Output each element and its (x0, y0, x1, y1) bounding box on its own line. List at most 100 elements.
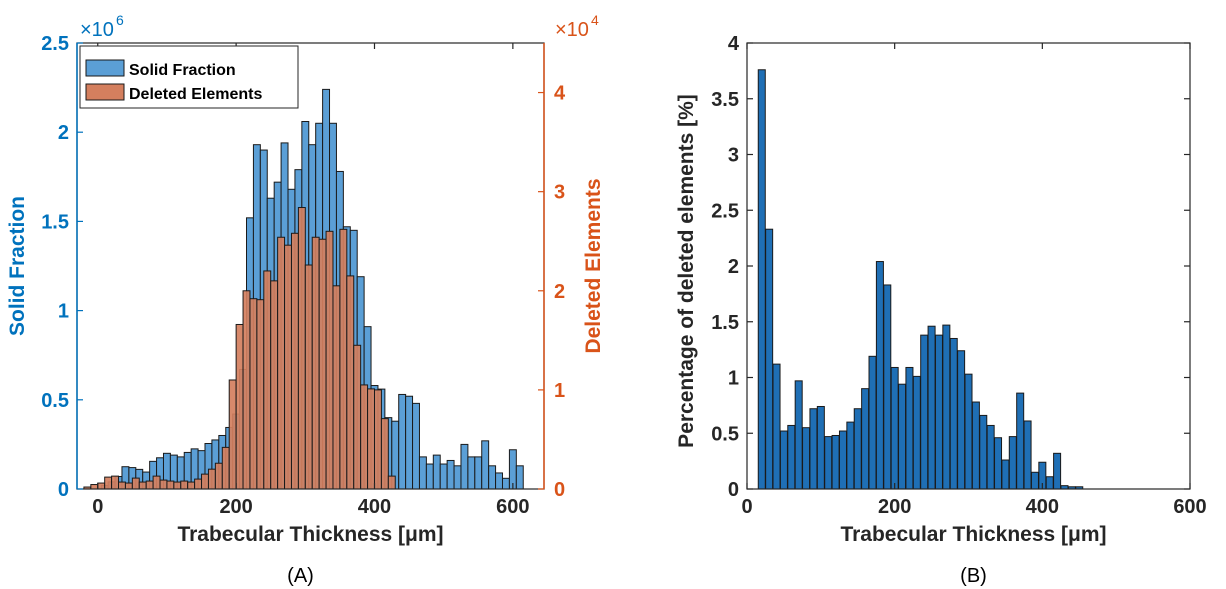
deleted-elements-bar (221, 446, 230, 490)
deleted-percentage-bar (927, 325, 936, 490)
panel-a-label: (A) (287, 565, 314, 587)
deleted-elements-bar (180, 480, 189, 490)
y-tick-label: 2.5 (711, 200, 739, 222)
x-tick-label: 600 (496, 496, 529, 518)
deleted-elements-bar (97, 482, 106, 490)
deleted-percentage-bar (816, 405, 825, 490)
deleted-elements-bar (173, 481, 182, 490)
deleted-percentage-bar (772, 363, 781, 490)
deleted-elements-bar (297, 207, 306, 490)
right-multiplier-exponent: 4 (591, 12, 599, 28)
solid-fraction-bar (405, 395, 414, 490)
solid-fraction-bar (460, 443, 469, 490)
deleted-percentage-bar (994, 437, 1003, 490)
deleted-elements-bar (318, 238, 327, 490)
y-tick-label: 0 (728, 479, 739, 501)
right-y-tick-label: 0 (554, 479, 565, 501)
solid-fraction-bar (453, 465, 462, 490)
legend-label-solid-fraction: Solid Fraction (129, 62, 236, 79)
deleted-percentage-bar (861, 388, 870, 490)
deleted-elements-bar (90, 484, 99, 490)
deleted-percentage-bar (912, 375, 921, 490)
solid-fraction-bar (439, 463, 448, 490)
y-tick-label: 0.5 (711, 423, 739, 445)
deleted-elements-bar (270, 280, 279, 490)
x-tick-label: 200 (878, 496, 911, 518)
solid-fraction-bar (418, 456, 427, 490)
solid-fraction-bar (488, 465, 497, 490)
deleted-percentage-bar (949, 337, 958, 490)
deleted-percentage-bar (986, 424, 995, 490)
x-tick-label: 400 (358, 496, 391, 518)
y-axis-label: Percentage of deleted elements [%] (675, 94, 698, 448)
deleted-percentage-bar (765, 228, 774, 490)
deleted-elements-bar (256, 299, 265, 490)
deleted-elements-bar (214, 462, 223, 490)
deleted-elements-bar (332, 285, 341, 490)
solid-fraction-bar (446, 459, 455, 490)
deleted-percentage-bar (920, 334, 929, 490)
solid-fraction-bar (481, 440, 490, 490)
deleted-percentage-bar (875, 261, 884, 490)
deleted-elements-bar (304, 264, 313, 490)
deleted-elements-bar (263, 270, 272, 490)
deleted-percentage-bar (809, 408, 818, 490)
deleted-percentage-bar (964, 373, 973, 490)
panel-b-label: (B) (960, 565, 987, 587)
solid-fraction-bar (425, 463, 434, 490)
left-multiplier-text: ×10 (80, 19, 114, 41)
deleted-percentage-bar (934, 334, 943, 490)
panel-b-chart: 0 200 400 600 0 0.5 1 1.5 2 2.5 3 3.5 4 Trabecular Th… (675, 33, 1207, 587)
deleted-elements-bar (290, 232, 299, 490)
left-axis-multiplier: ×10 6 (80, 12, 124, 41)
legend-swatch-solid-fraction (85, 59, 125, 77)
deleted-percentage-bar (838, 430, 847, 490)
deleted-percentage-bar (831, 434, 840, 490)
solid-fraction-bar (412, 402, 420, 490)
left-y-tick-label: 1.5 (41, 211, 69, 233)
left-y-tick-label: 2.5 (41, 33, 69, 55)
deleted-elements-bar (207, 468, 216, 490)
deleted-percentage-bar (802, 427, 811, 490)
x-tick-label: 0 (92, 496, 103, 518)
right-axis-multiplier: ×10 4 (555, 12, 599, 41)
deleted-elements-bar (346, 275, 355, 490)
deleted-elements-bar (249, 298, 258, 490)
deleted-percentage-bar (787, 424, 796, 490)
deleted-percentage-bar (1016, 392, 1025, 490)
deleted-percentage-bar (757, 69, 766, 490)
deleted-percentage-bar (794, 380, 803, 490)
x-axis-label: Trabecular Thickness [μm] (177, 523, 443, 546)
deleted-elements-bar (111, 475, 120, 490)
deleted-elements-bar (325, 230, 334, 490)
deleted-percentage-bar (905, 366, 914, 490)
deleted-elements-bar (360, 384, 369, 490)
deleted-percentage-bar (1023, 420, 1032, 490)
deleted-elements-bar (353, 344, 362, 490)
solid-fraction-bar (467, 456, 476, 490)
left-y-axis-label: Solid Fraction (6, 196, 29, 336)
solid-fraction-bar (474, 456, 483, 490)
deleted-percentage-bar (846, 421, 855, 490)
deleted-percentage-bar (1053, 452, 1062, 490)
deleted-percentage-bar (1045, 476, 1054, 490)
deleted-elements-bar (194, 478, 203, 490)
left-y-tick-label: 1 (58, 301, 69, 323)
deleted-elements-bar (159, 479, 168, 490)
left-y-tick-label: 2 (58, 122, 69, 144)
deleted-percentage-bar (779, 430, 788, 490)
deleted-elements-bar (166, 480, 175, 490)
deleted-percentage-bar (853, 408, 862, 490)
deleted-elements-bar (311, 236, 320, 490)
deleted-elements-bar (152, 475, 161, 490)
deleted-elements-bar (228, 379, 237, 490)
x-axis-label: Trabecular Thickness [μm] (840, 523, 1106, 546)
solid-fraction-bar (495, 472, 503, 490)
left-multiplier-exponent: 6 (116, 12, 124, 28)
deleted-percentage-bar (1008, 436, 1017, 490)
deleted-percentage-bar (890, 366, 899, 490)
y-tick-label: 3 (728, 145, 739, 167)
left-y-tick-label: 0 (58, 479, 69, 501)
